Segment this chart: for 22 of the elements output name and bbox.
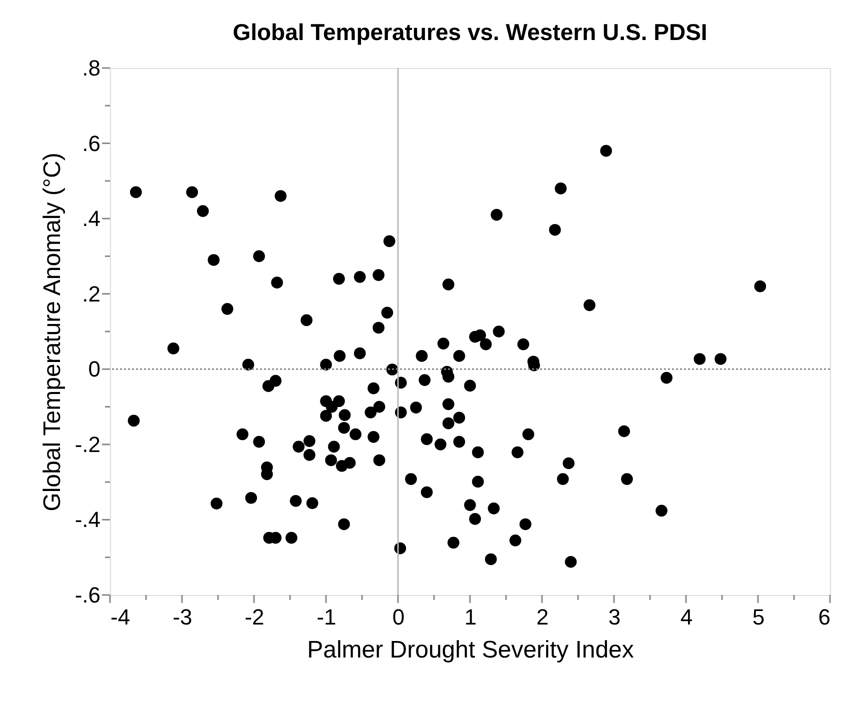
x-tick-label: -3	[172, 604, 192, 630]
y-tick-label: -.6	[74, 582, 100, 608]
x-tick-label: 1	[464, 604, 477, 630]
x-axis-title: Palmer Drought Severity Index	[307, 636, 634, 664]
y-tick-label: 0	[88, 356, 100, 382]
x-tick-label: -1	[316, 604, 336, 630]
y-tick-label: -.4	[74, 507, 100, 532]
x-tick-label: -2	[244, 604, 264, 630]
x-tick-label: 4	[680, 604, 693, 630]
chart-title: Global Temperatures vs. Western U.S. PDSI	[232, 19, 708, 45]
x-tick-label: 5	[752, 604, 765, 630]
y-axis-title: Global Temperature Anomaly (°C)	[38, 152, 66, 512]
y-tick-label: .8	[82, 56, 100, 80]
y-tick-label: .6	[82, 130, 100, 156]
y-tick-label: -.2	[74, 432, 100, 457]
x-tick-label: 3	[608, 604, 621, 630]
x-tick-label: 2	[536, 604, 549, 630]
y-tick-label: .4	[82, 206, 100, 232]
x-tick-label: 6	[818, 604, 830, 630]
y-tick-label: .2	[82, 281, 100, 306]
x-tick-label: -4	[110, 604, 130, 630]
x-tick-label: 0	[392, 604, 405, 630]
